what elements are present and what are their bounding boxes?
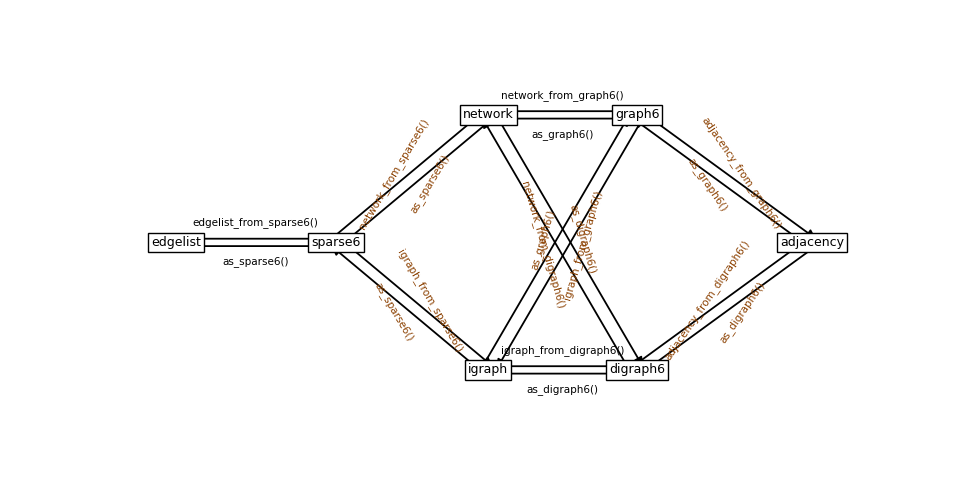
Text: igraph_from_digraph6(): igraph_from_digraph6() (501, 345, 624, 356)
Text: network_from_sparse6(): network_from_sparse6() (357, 116, 431, 230)
Text: as_sparse6(): as_sparse6() (372, 280, 416, 343)
Text: adjacency_from_graph6(): adjacency_from_graph6() (700, 115, 783, 231)
Text: edgelist_from_sparse6(): edgelist_from_sparse6() (193, 217, 319, 228)
Text: digraph6: digraph6 (609, 363, 665, 376)
Text: as_graph6(): as_graph6() (529, 208, 557, 271)
Text: as_sparse6(): as_sparse6() (223, 256, 289, 267)
Text: graph6: graph6 (614, 108, 660, 121)
Text: edgelist: edgelist (151, 236, 201, 249)
Text: igraph: igraph (468, 363, 509, 376)
Text: network_from_graph6(): network_from_graph6() (501, 90, 624, 101)
Text: network_from_digraph6(): network_from_digraph6() (519, 180, 566, 310)
Text: igraph_from_graph6(): igraph_from_graph6() (562, 189, 604, 301)
Text: as_graph6(): as_graph6() (532, 129, 594, 140)
Text: adjacency_from_digraph6(): adjacency_from_digraph6() (662, 238, 752, 362)
Text: sparse6: sparse6 (311, 236, 360, 249)
Text: as_digraph6(): as_digraph6() (717, 279, 766, 345)
Text: igraph_from_sparse6(): igraph_from_sparse6() (396, 247, 465, 354)
Text: adjacency: adjacency (780, 236, 844, 249)
Text: as_graph6(): as_graph6() (685, 156, 730, 213)
Text: as_digraph6(): as_digraph6() (567, 204, 598, 276)
Text: network: network (463, 108, 514, 121)
Text: as_sparse6(): as_sparse6() (408, 153, 451, 216)
Text: as_digraph6(): as_digraph6() (527, 384, 599, 395)
